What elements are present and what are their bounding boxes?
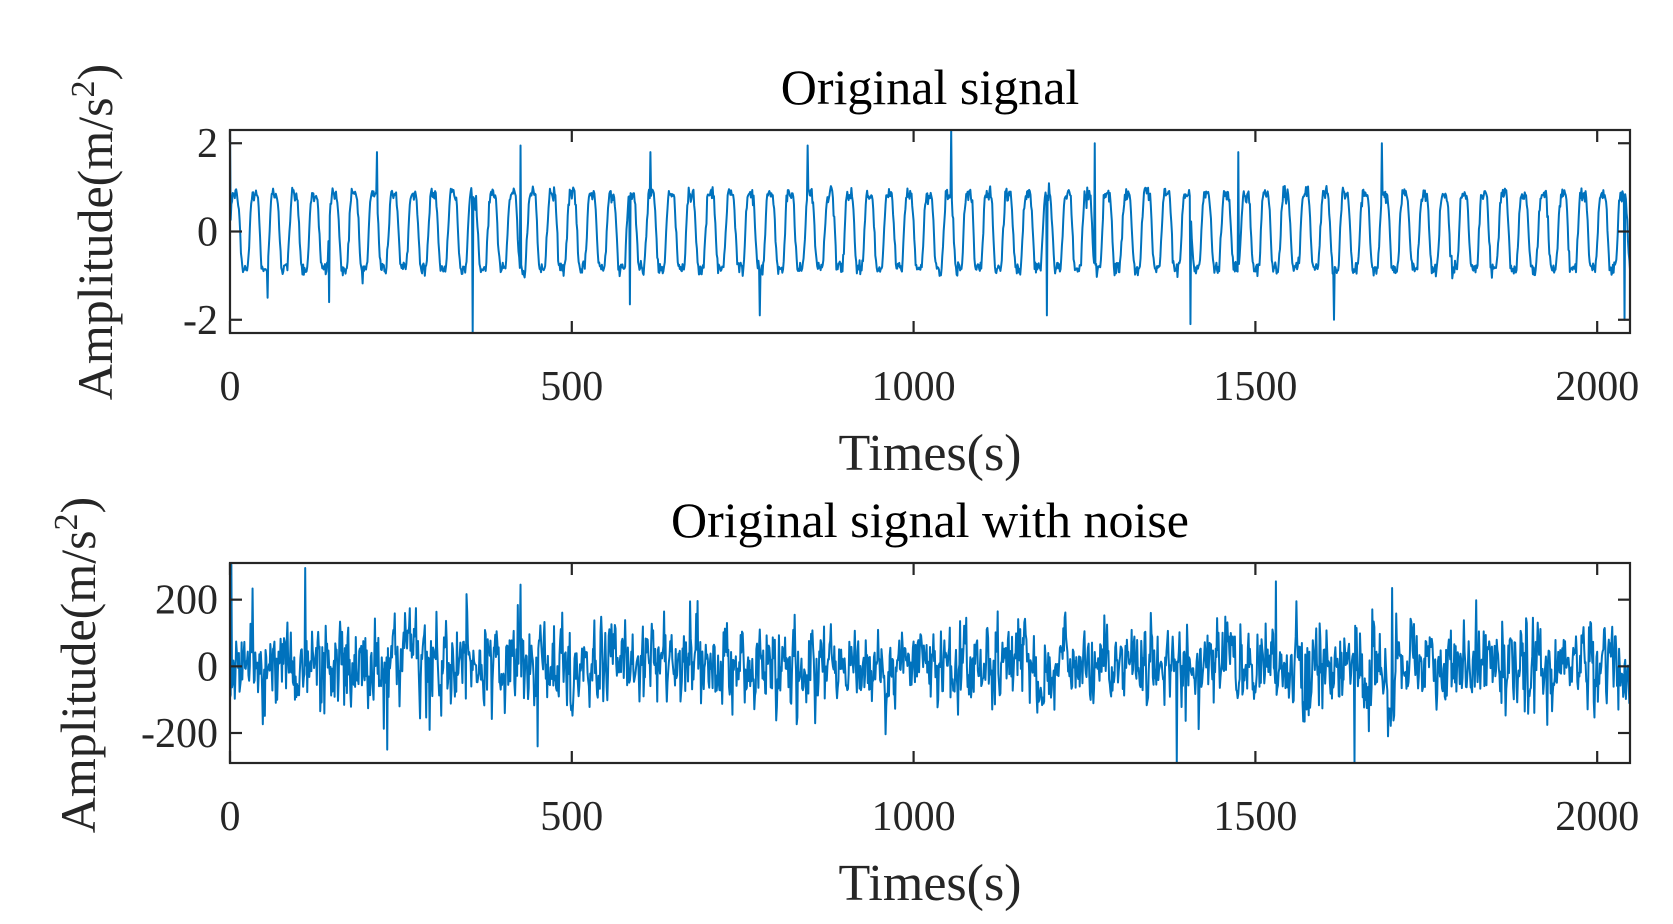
x-tick-label: 0 [220,794,241,840]
x-tick-label: 1000 [872,364,956,410]
chart-title: Original signal with noise [671,492,1189,548]
x-tick-label: 1500 [1213,794,1297,840]
y-tick-label: -200 [141,711,218,757]
x-tick-label: 0 [220,364,241,410]
x-tick-label: 1500 [1213,364,1297,410]
y-axis-label: Amplitude(m/s2) [48,497,106,833]
y-tick-label: 0 [197,644,218,690]
x-tick-label: 2000 [1555,794,1639,840]
y-tick-label: 0 [197,210,218,256]
y-axis-label: Amplitude(m/s2) [65,64,123,400]
x-tick-label: 500 [540,364,603,410]
series-line [230,130,1630,333]
x-axis-label: Times(s) [838,855,1021,912]
axes-box [228,561,1632,765]
series-line [230,563,1630,763]
y-tick-label: -2 [183,298,218,344]
chart-title: Original signal [781,59,1080,115]
x-tick-label: 1000 [872,794,956,840]
x-tick-label: 500 [540,794,603,840]
y-tick-label: 2 [197,121,218,167]
x-axis-label: Times(s) [838,425,1021,482]
y-tick-label: 200 [155,578,218,624]
x-tick-label: 2000 [1555,364,1639,410]
